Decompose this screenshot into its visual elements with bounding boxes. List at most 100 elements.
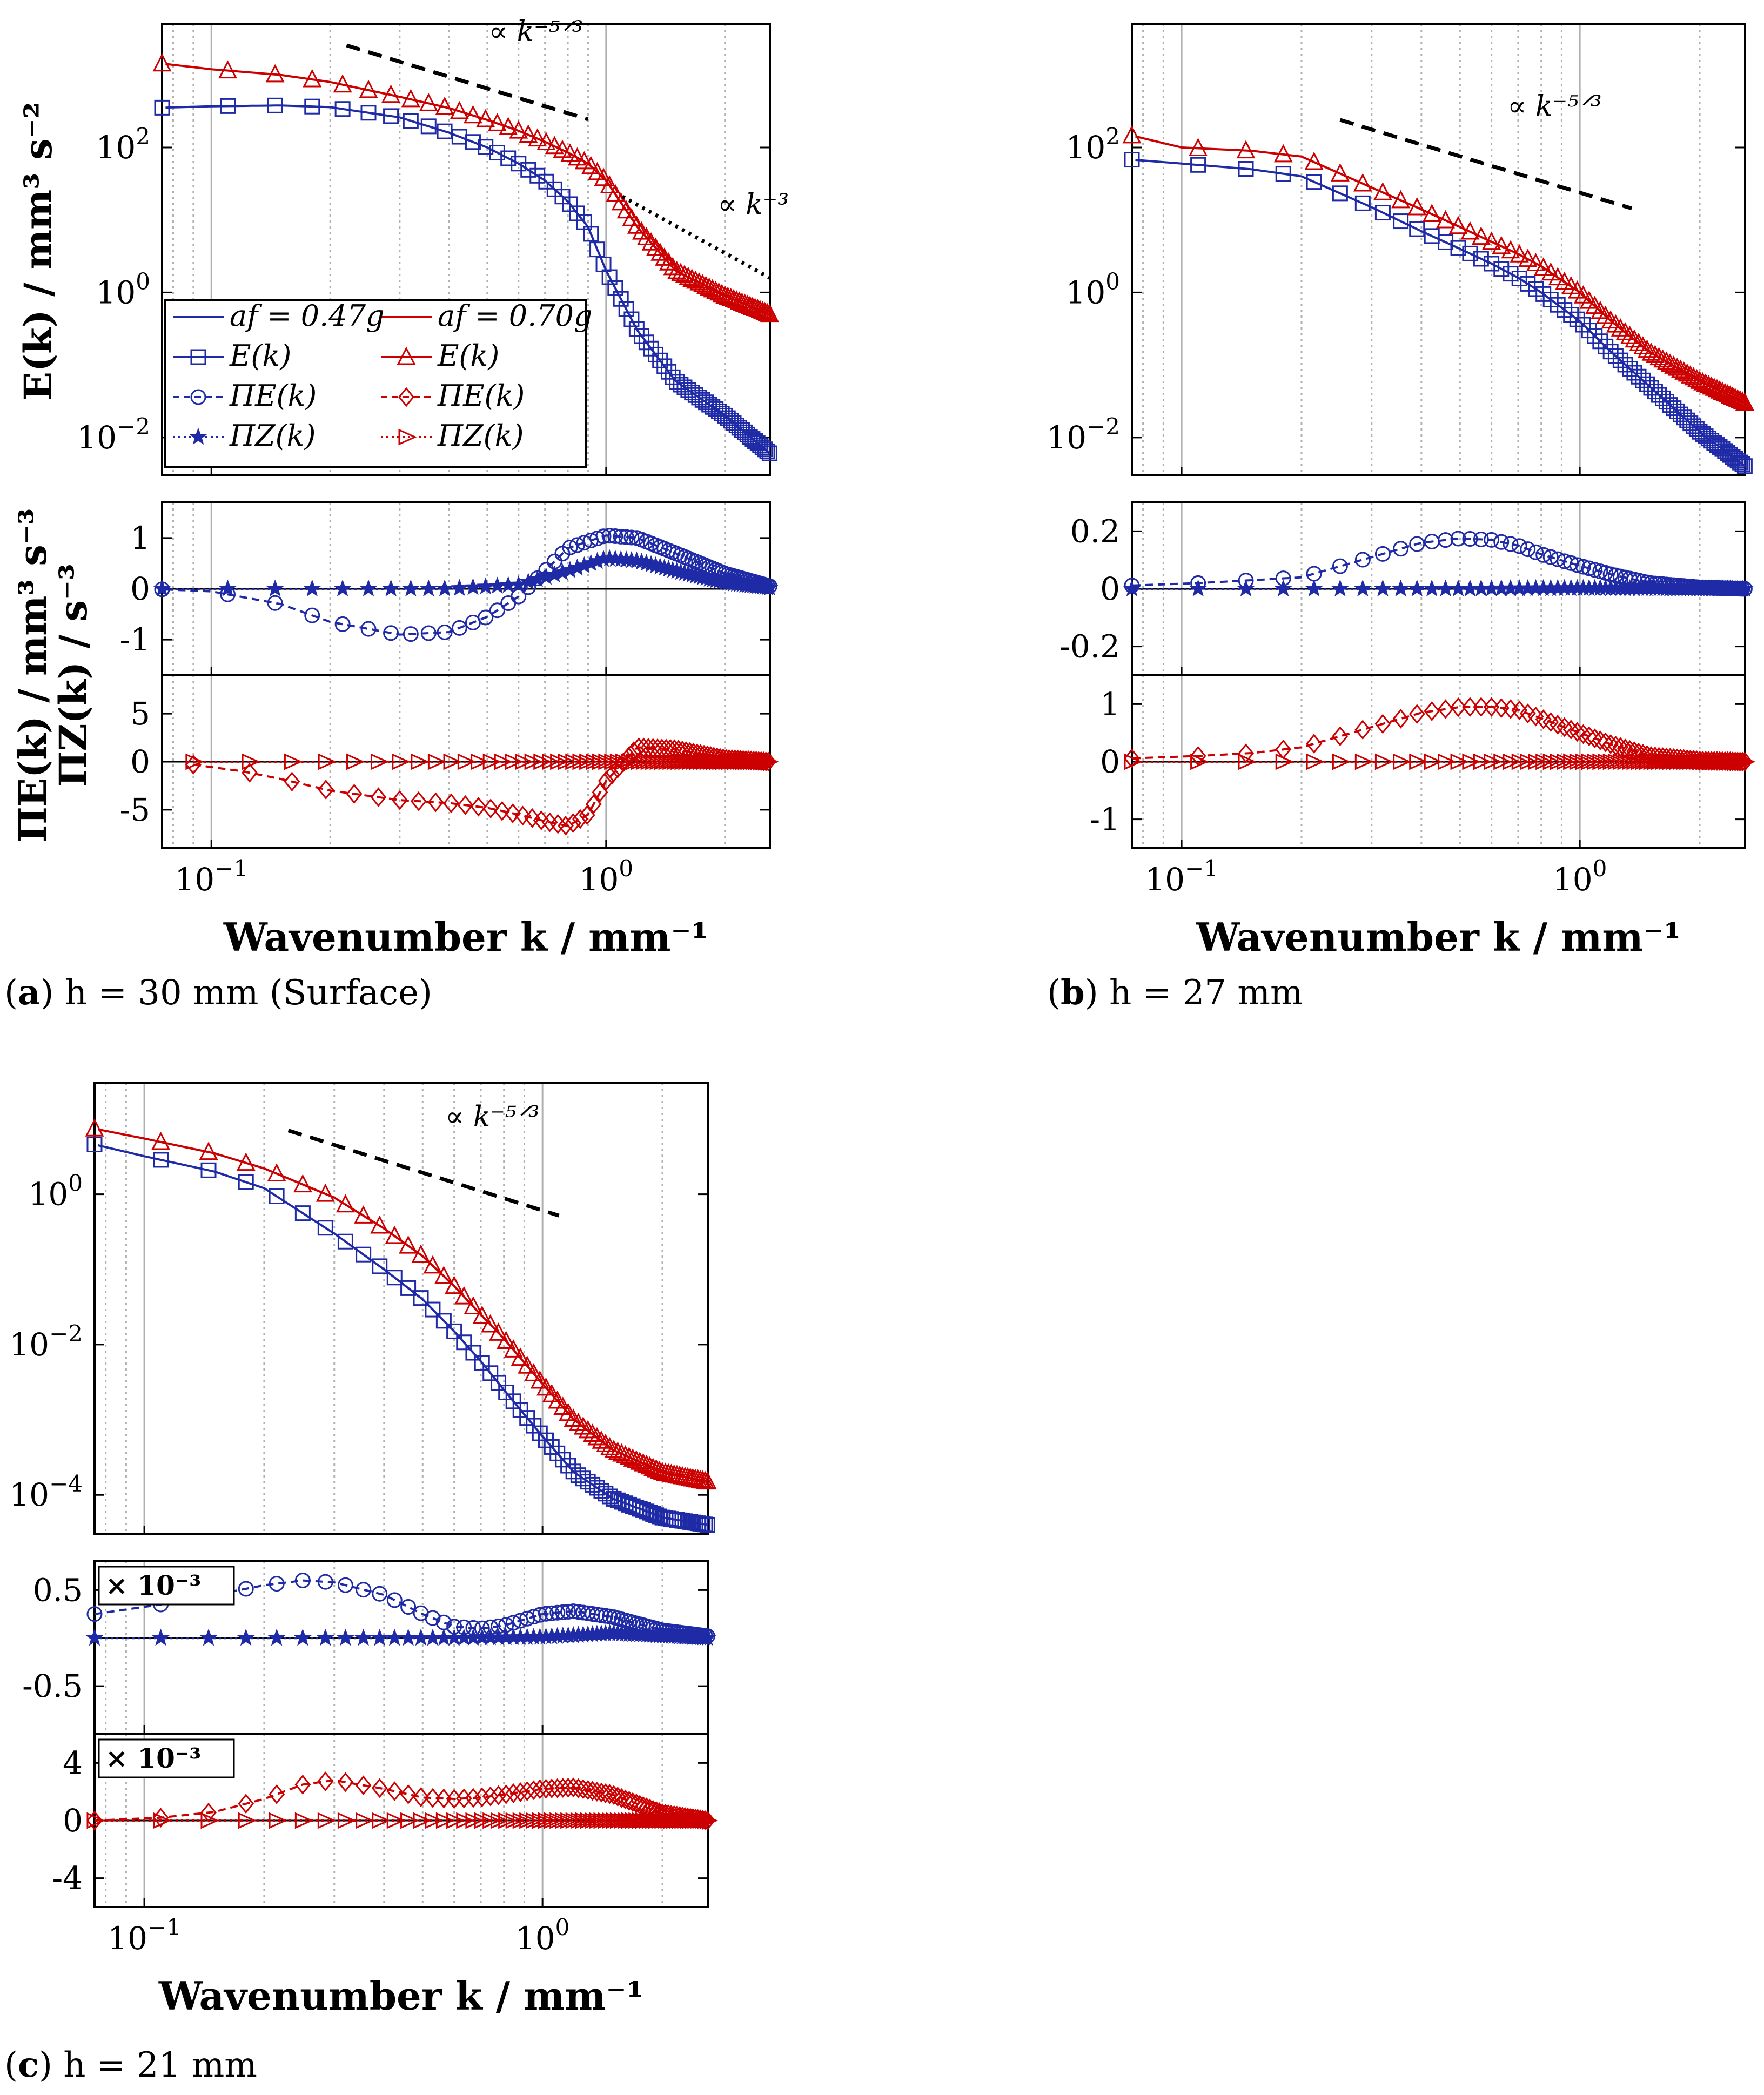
caption-b: (b) h = 27 mm xyxy=(1047,972,1303,1013)
data-marker xyxy=(382,579,400,597)
data-marker xyxy=(1581,560,1597,576)
y-tick-label: 0 xyxy=(1100,570,1120,607)
data-marker xyxy=(385,1628,404,1646)
data-marker xyxy=(1408,579,1426,597)
data-marker xyxy=(284,771,300,792)
panel-c: 100 10−2 10−4 ∝ k⁻⁵ᐟ³ 0.5 -0.5 × 10⁻³ 4 0 -4 × 10⁻… xyxy=(9,1082,719,2019)
data-marker xyxy=(1534,257,1553,276)
data-marker xyxy=(336,1628,354,1646)
data-marker xyxy=(1354,753,1373,770)
data-marker xyxy=(371,1628,389,1646)
legend-label: E(k) xyxy=(229,339,291,373)
multiplier-box xyxy=(98,1566,235,1606)
data-marker xyxy=(85,1628,104,1646)
data-marker xyxy=(1460,221,1480,240)
data-marker xyxy=(437,624,453,640)
data-marker xyxy=(1598,338,1614,354)
data-marker xyxy=(575,1812,594,1829)
data-marker xyxy=(709,753,728,770)
data-marker xyxy=(1273,144,1293,163)
data-marker xyxy=(1353,579,1372,597)
data-marker xyxy=(1615,322,1635,340)
data-marker xyxy=(658,1812,676,1829)
data-marker xyxy=(585,1812,603,1829)
data-marker xyxy=(401,89,420,108)
data-marker xyxy=(199,1628,218,1646)
data-marker xyxy=(400,1280,417,1296)
series-line xyxy=(193,746,770,828)
data-marker xyxy=(1732,753,1751,770)
slope-line xyxy=(1339,118,1633,211)
data-marker xyxy=(1569,753,1588,770)
data-marker xyxy=(401,579,420,597)
data-marker xyxy=(1393,753,1412,770)
data-marker xyxy=(1557,753,1575,770)
data-marker xyxy=(718,286,737,305)
data-marker xyxy=(1408,704,1425,724)
data-marker xyxy=(612,1443,632,1462)
data-marker xyxy=(616,200,636,219)
data-marker xyxy=(400,1784,417,1804)
data-marker xyxy=(427,753,447,770)
data-marker xyxy=(1705,378,1724,396)
data-marker xyxy=(464,1296,483,1314)
data-marker xyxy=(594,167,613,186)
y-tick-label: 0 xyxy=(130,743,150,780)
data-marker xyxy=(1686,418,1702,434)
data-marker xyxy=(575,1779,592,1799)
data-marker xyxy=(1607,753,1627,770)
data-marker xyxy=(1510,244,1529,263)
data-marker xyxy=(1448,216,1468,234)
data-marker xyxy=(1332,726,1349,747)
y-tick-label: -5 xyxy=(120,791,151,828)
axes-frame xyxy=(1131,23,1746,476)
data-marker xyxy=(518,1355,537,1374)
data-marker xyxy=(755,301,775,320)
data-marker xyxy=(1462,753,1481,770)
data-marker xyxy=(1511,700,1528,721)
panel-a: 102 100 10−2 ∝ k⁻⁵ᐟ³ ∝ k⁻³ 1 0 -1 5 0 -5 10−1 100 Wav… xyxy=(77,16,789,960)
data-marker xyxy=(1305,579,1323,597)
data-marker xyxy=(530,1370,549,1389)
data-marker xyxy=(1562,720,1579,740)
data-marker xyxy=(661,364,677,380)
data-marker xyxy=(1696,373,1715,392)
data-marker xyxy=(1450,240,1466,256)
data-marker xyxy=(152,53,172,72)
data-marker xyxy=(451,620,467,636)
data-marker xyxy=(1660,353,1680,372)
data-marker xyxy=(400,1599,417,1615)
data-marker xyxy=(579,753,598,770)
subplot-flux_Z: 5 0 -5 xyxy=(120,674,779,849)
data-marker xyxy=(185,753,204,770)
data-marker xyxy=(596,1434,615,1452)
data-marker xyxy=(474,1355,490,1371)
data-marker xyxy=(386,1592,403,1608)
data-marker xyxy=(615,753,634,770)
data-marker xyxy=(294,1205,311,1221)
data-marker xyxy=(1331,579,1349,597)
x-tick-label: 100 xyxy=(515,1914,570,1957)
data-marker xyxy=(489,1322,508,1341)
data-marker xyxy=(413,1290,429,1306)
subplot-energy: 100 10−2 10−4 ∝ k⁻⁵ᐟ³ xyxy=(9,1082,717,1535)
data-marker xyxy=(555,1452,571,1468)
data-marker xyxy=(333,579,352,597)
data-marker xyxy=(482,798,499,819)
data-marker xyxy=(200,1162,217,1178)
data-marker xyxy=(266,579,284,597)
data-marker xyxy=(640,753,659,770)
data-marker xyxy=(1450,753,1469,770)
data-marker xyxy=(494,753,513,770)
data-marker xyxy=(1423,579,1441,597)
data-marker xyxy=(655,247,674,266)
slope-label: ∝ k⁻⁵ᐟ³ xyxy=(1507,90,1601,123)
data-marker xyxy=(585,794,602,814)
data-marker xyxy=(589,1480,605,1496)
y-tick-label: 0.2 xyxy=(1070,513,1120,549)
series-line xyxy=(98,1128,708,1483)
data-marker xyxy=(1437,699,1454,720)
y-tick-label: 10−2 xyxy=(9,1320,83,1363)
data-marker xyxy=(370,787,387,808)
data-marker xyxy=(659,252,678,271)
